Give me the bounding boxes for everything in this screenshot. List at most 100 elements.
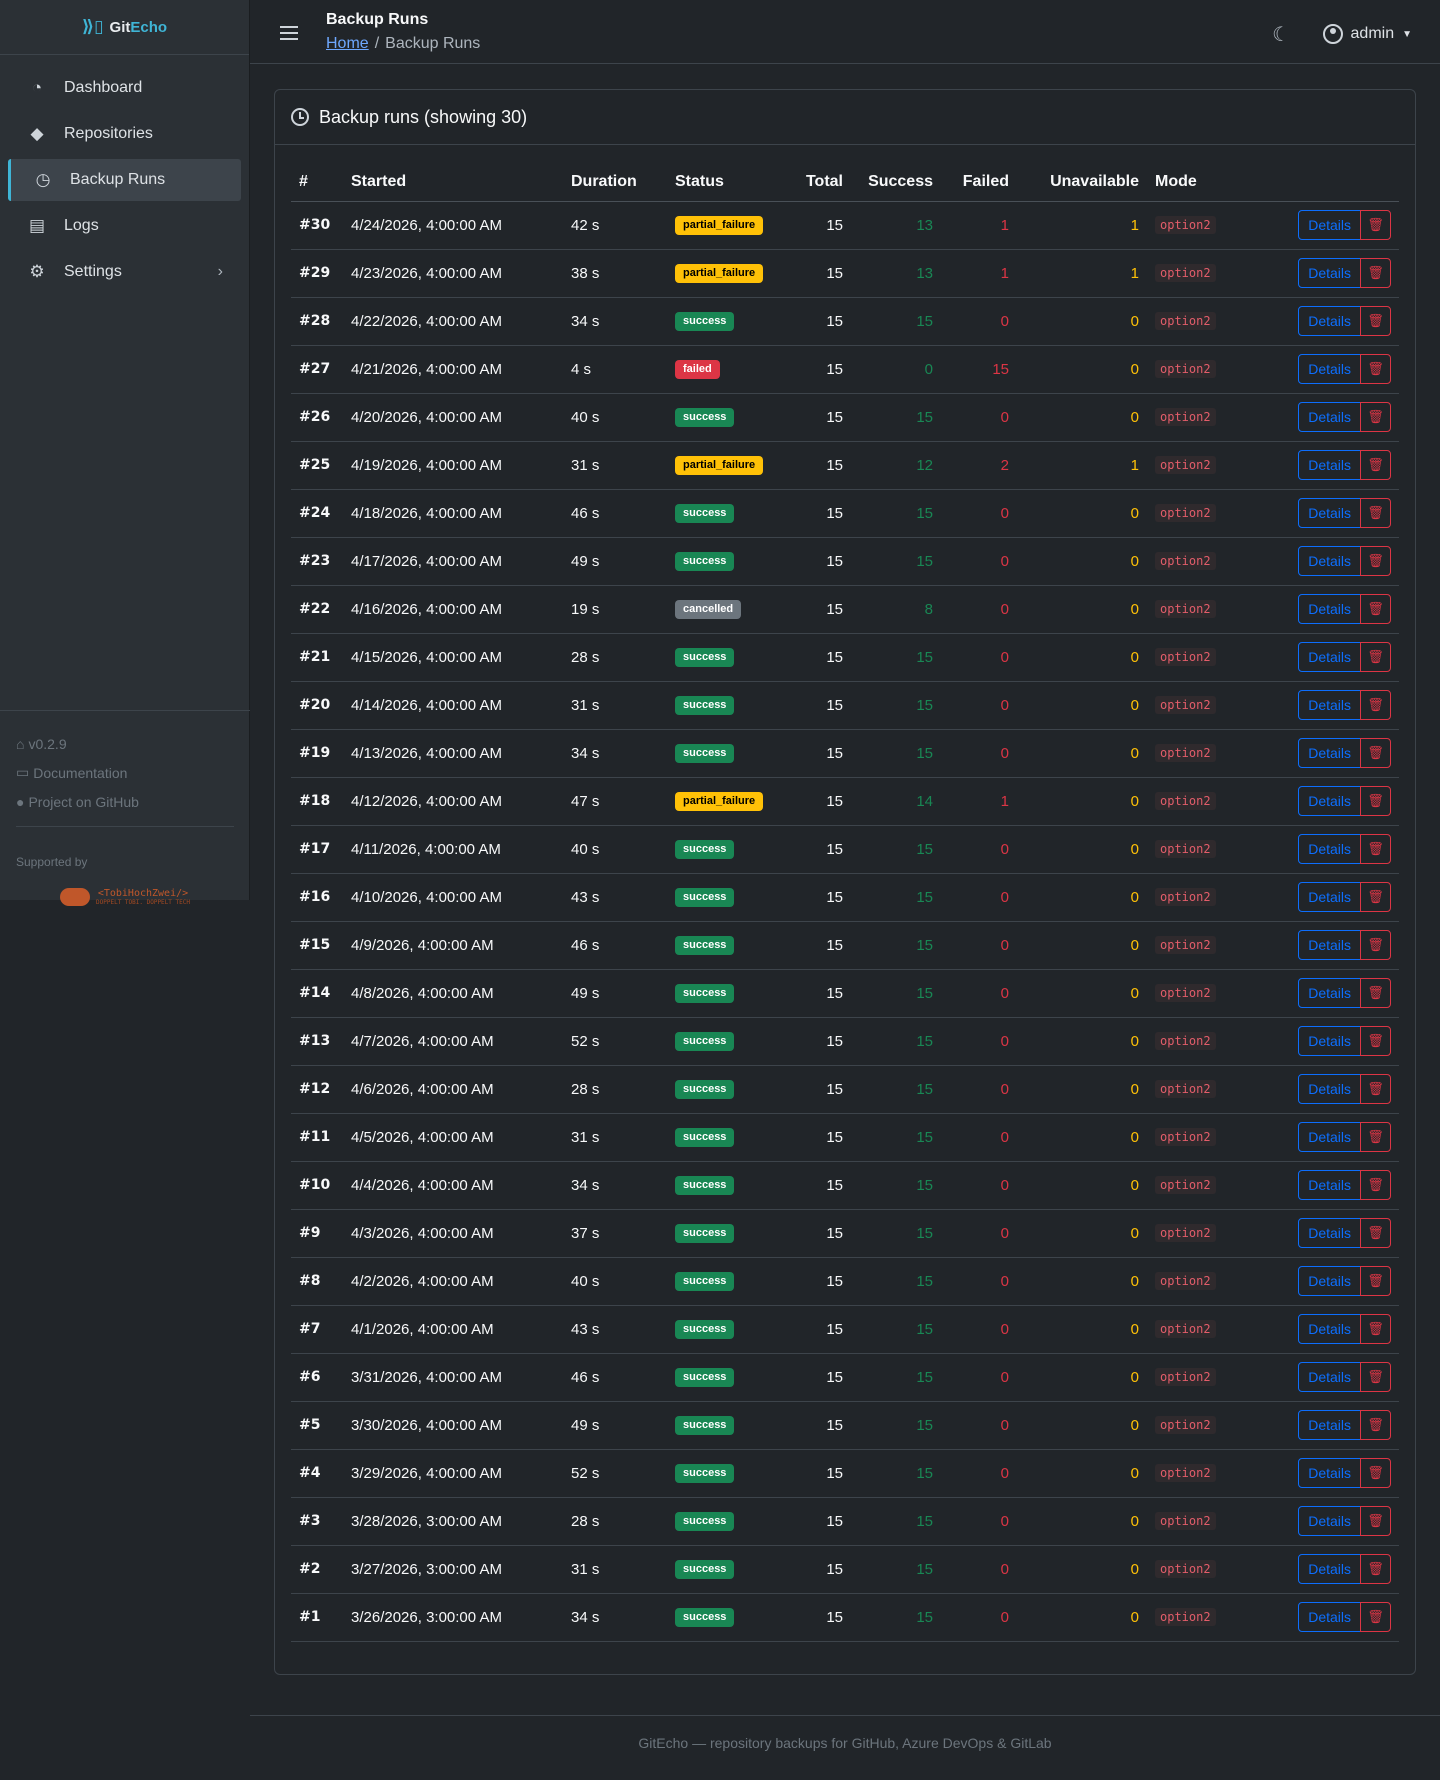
- status-badge: success: [675, 1224, 735, 1243]
- details-button[interactable]: Details: [1298, 258, 1361, 288]
- brand-logo[interactable]: ⟫▯ GitEcho: [0, 0, 249, 55]
- details-button[interactable]: Details: [1298, 690, 1361, 720]
- details-button[interactable]: Details: [1298, 1362, 1361, 1392]
- delete-button[interactable]: 🗑: [1360, 258, 1391, 288]
- trash-icon: 🗑: [1367, 889, 1384, 904]
- delete-button[interactable]: 🗑: [1360, 1026, 1391, 1056]
- delete-button[interactable]: 🗑: [1360, 1170, 1391, 1200]
- delete-button[interactable]: 🗑: [1360, 1362, 1391, 1392]
- sidebar-item-backup-runs[interactable]: ◷ Backup Runs: [8, 159, 241, 201]
- run-mode-cell: option2: [1147, 585, 1251, 634]
- sponsor-logo[interactable]: <TobiHochZwei/> DOPPELT TOBI. DOPPELT TE…: [16, 882, 234, 911]
- user-menu[interactable]: admin ▼: [1322, 24, 1412, 44]
- run-id: #9: [291, 1209, 343, 1258]
- table-row: #12 4/6/2026, 4:00:00 AM 28 s success 15 15 0 0…: [291, 1065, 1399, 1114]
- delete-button[interactable]: 🗑: [1360, 1218, 1391, 1248]
- delete-button[interactable]: 🗑: [1360, 1074, 1391, 1104]
- github-link[interactable]: ● Project on GitHub: [16, 787, 234, 816]
- table-row: #27 4/21/2026, 4:00:00 AM 4 s failed 15 0 15 0 o…: [291, 345, 1399, 394]
- details-button[interactable]: Details: [1298, 930, 1361, 960]
- delete-button[interactable]: 🗑: [1360, 642, 1391, 672]
- details-button[interactable]: Details: [1298, 834, 1361, 864]
- run-mode-cell: option2: [1147, 777, 1251, 826]
- mode-code: option2: [1155, 984, 1216, 1002]
- details-button[interactable]: Details: [1298, 306, 1361, 336]
- details-button[interactable]: Details: [1298, 1314, 1361, 1344]
- details-button[interactable]: Details: [1298, 1122, 1361, 1152]
- delete-button[interactable]: 🗑: [1360, 930, 1391, 960]
- page-footer: GitEcho — repository backups for GitHub,…: [250, 1715, 1440, 1780]
- documentation-link[interactable]: ▭ Documentation: [16, 758, 234, 787]
- delete-button[interactable]: 🗑: [1360, 738, 1391, 768]
- details-button[interactable]: Details: [1298, 210, 1361, 240]
- delete-button[interactable]: 🗑: [1360, 1266, 1391, 1296]
- tag-icon: ⌂: [16, 735, 25, 752]
- details-button[interactable]: Details: [1298, 1410, 1361, 1440]
- delete-button[interactable]: 🗑: [1360, 882, 1391, 912]
- delete-button[interactable]: 🗑: [1360, 1554, 1391, 1584]
- breadcrumb-home-link[interactable]: Home: [326, 35, 369, 52]
- run-unavailable-count: 0: [1017, 1257, 1147, 1306]
- delete-button[interactable]: 🗑: [1360, 1314, 1391, 1344]
- sidebar-item-repositories[interactable]: ◆ Repositories: [8, 113, 241, 155]
- run-duration: 28 s: [563, 633, 667, 682]
- run-status-cell: success: [667, 1161, 787, 1210]
- details-button[interactable]: Details: [1298, 1554, 1361, 1584]
- delete-button[interactable]: 🗑: [1360, 834, 1391, 864]
- moon-stars-icon[interactable]: ☾: [1272, 24, 1290, 46]
- details-button[interactable]: Details: [1298, 882, 1361, 912]
- details-button[interactable]: Details: [1298, 498, 1361, 528]
- sidebar-item-settings[interactable]: ⚙ Settings ›: [8, 251, 241, 293]
- run-failed-count: 0: [941, 873, 1017, 922]
- delete-button[interactable]: 🗑: [1360, 450, 1391, 480]
- delete-button[interactable]: 🗑: [1360, 546, 1391, 576]
- delete-button[interactable]: 🗑: [1360, 210, 1391, 240]
- delete-button[interactable]: 🗑: [1360, 1458, 1391, 1488]
- details-button[interactable]: Details: [1298, 1170, 1361, 1200]
- delete-button[interactable]: 🗑: [1360, 306, 1391, 336]
- table-row: #2 3/27/2026, 3:00:00 AM 31 s success 15 15 0 0…: [291, 1545, 1399, 1594]
- details-button[interactable]: Details: [1298, 450, 1361, 480]
- sidebar-item-dashboard[interactable]: ◔ Dashboard: [8, 67, 241, 109]
- caret-down-icon: ▼: [1402, 28, 1412, 40]
- delete-button[interactable]: 🗑: [1360, 978, 1391, 1008]
- details-button[interactable]: Details: [1298, 594, 1361, 624]
- details-button[interactable]: Details: [1298, 1218, 1361, 1248]
- delete-button[interactable]: 🗑: [1360, 498, 1391, 528]
- delete-button[interactable]: 🗑: [1360, 690, 1391, 720]
- menu-toggle-icon[interactable]: [280, 26, 298, 40]
- table-row: #13 4/7/2026, 4:00:00 AM 52 s success 15 15 0 0…: [291, 1017, 1399, 1066]
- mode-code: option2: [1155, 792, 1216, 810]
- delete-button[interactable]: 🗑: [1360, 1122, 1391, 1152]
- run-unavailable-count: 0: [1017, 489, 1147, 538]
- delete-button[interactable]: 🗑: [1360, 1506, 1391, 1536]
- run-total: 15: [787, 1257, 851, 1306]
- page-title: Backup Runs: [326, 11, 429, 28]
- details-button[interactable]: Details: [1298, 1506, 1361, 1536]
- status-badge: success: [675, 696, 735, 715]
- delete-button[interactable]: 🗑: [1360, 402, 1391, 432]
- details-button[interactable]: Details: [1298, 1602, 1361, 1632]
- delete-button[interactable]: 🗑: [1360, 354, 1391, 384]
- delete-button[interactable]: 🗑: [1360, 1410, 1391, 1440]
- details-button[interactable]: Details: [1298, 978, 1361, 1008]
- run-id: #8: [291, 1257, 343, 1306]
- run-status-cell: success: [667, 825, 787, 874]
- details-button[interactable]: Details: [1298, 546, 1361, 576]
- details-button[interactable]: Details: [1298, 354, 1361, 384]
- details-button[interactable]: Details: [1298, 642, 1361, 672]
- details-button[interactable]: Details: [1298, 738, 1361, 768]
- sidebar-item-logs[interactable]: ▤ Logs: [8, 205, 241, 247]
- details-button[interactable]: Details: [1298, 1458, 1361, 1488]
- delete-button[interactable]: 🗑: [1360, 594, 1391, 624]
- run-total: 15: [787, 777, 851, 826]
- details-button[interactable]: Details: [1298, 1266, 1361, 1296]
- details-button[interactable]: Details: [1298, 402, 1361, 432]
- details-button[interactable]: Details: [1298, 1026, 1361, 1056]
- run-success-count: 15: [851, 1017, 941, 1066]
- details-button[interactable]: Details: [1298, 786, 1361, 816]
- run-actions: Details 🗑: [1251, 1401, 1399, 1450]
- delete-button[interactable]: 🗑: [1360, 1602, 1391, 1632]
- details-button[interactable]: Details: [1298, 1074, 1361, 1104]
- delete-button[interactable]: 🗑: [1360, 786, 1391, 816]
